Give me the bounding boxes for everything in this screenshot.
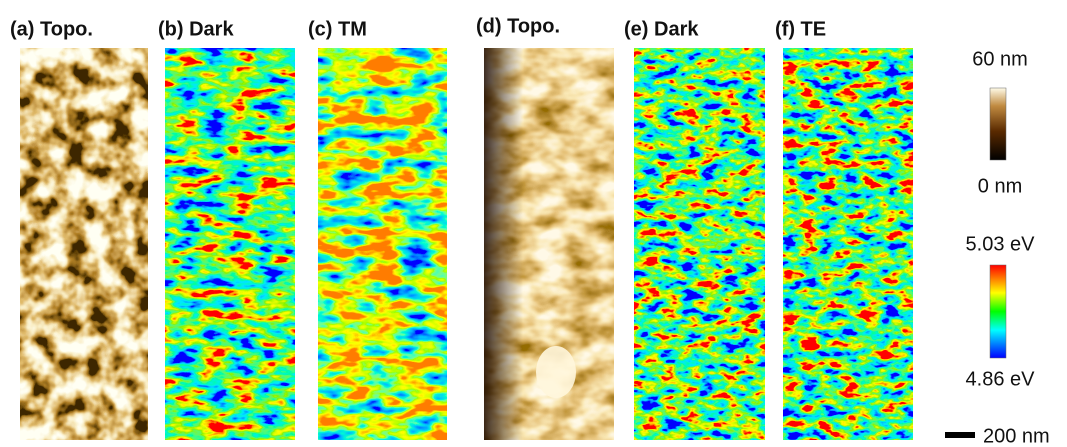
potential-image [318,48,447,440]
potential-image [165,48,295,440]
colorbar-min-label: 4.86 eV [966,368,1036,390]
panel-label: (f) TE [775,18,826,40]
potential-image [783,48,913,440]
colorbar [990,265,1006,358]
topography-image [20,48,148,440]
topography-grain [536,346,576,398]
panel-label: (e) Dark [624,18,699,40]
figure: (a) Topo. (b) Dark (c) TM (d) Topo. (e) … [0,0,1067,447]
panel-label: (b) Dark [158,18,234,40]
scale-bar [945,432,975,438]
colorbar-max-label: 5.03 eV [966,233,1036,255]
panel-label: (c) TM [308,18,367,40]
colorbar-min-label: 0 nm [978,175,1022,197]
panel-label: (a) Topo. [10,18,93,40]
panel-label: (d) Topo. [476,15,560,37]
colorbar-max-label: 60 nm [972,48,1028,70]
colorbar [990,88,1006,160]
potential-image [634,48,765,440]
scale-bar-label: 200 nm [983,425,1050,447]
